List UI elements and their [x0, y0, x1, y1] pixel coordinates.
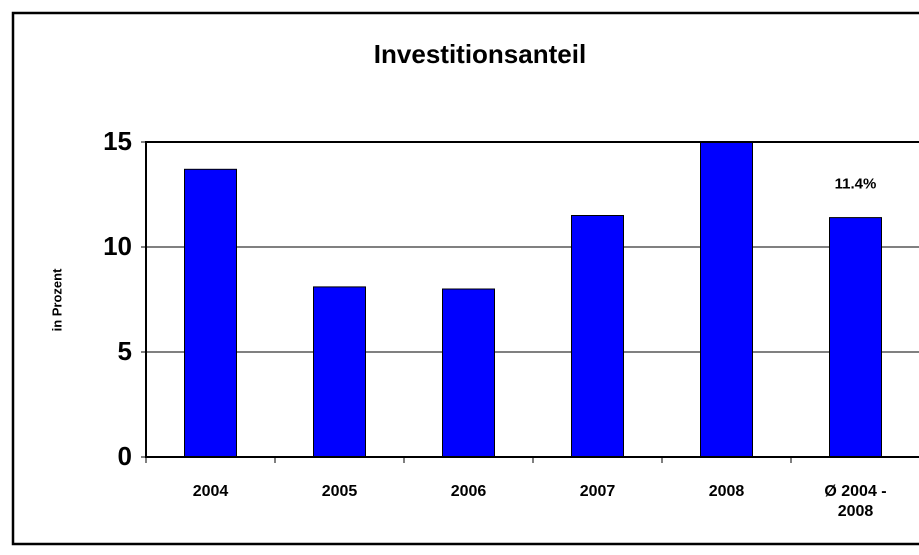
y-axis-label: in Prozent [49, 268, 64, 332]
x-tick-label: Ø 2004 - 2008 [824, 483, 887, 520]
y-tick-label: 0 [118, 441, 132, 471]
y-tick-label: 10 [103, 231, 132, 261]
bar [829, 217, 882, 458]
x-tick-label: 2005 [321, 483, 358, 500]
x-tick-label: 2004 [192, 483, 229, 500]
chart-title: Investitionsanteil [374, 39, 586, 69]
y-tick-label: 5 [118, 336, 132, 366]
x-tick-label: 2006 [450, 483, 487, 500]
x-tick-label: 2008 [708, 483, 745, 500]
bar [442, 288, 495, 458]
bar [571, 215, 624, 458]
x-tick-label: 2007 [579, 483, 616, 500]
bar [700, 141, 753, 458]
frame [11, 11, 919, 546]
bar [313, 286, 366, 458]
plot-border [145, 141, 919, 458]
bar [184, 168, 237, 458]
value-label: 11.4% [835, 176, 877, 193]
y-tick-label: 15 [103, 126, 132, 156]
